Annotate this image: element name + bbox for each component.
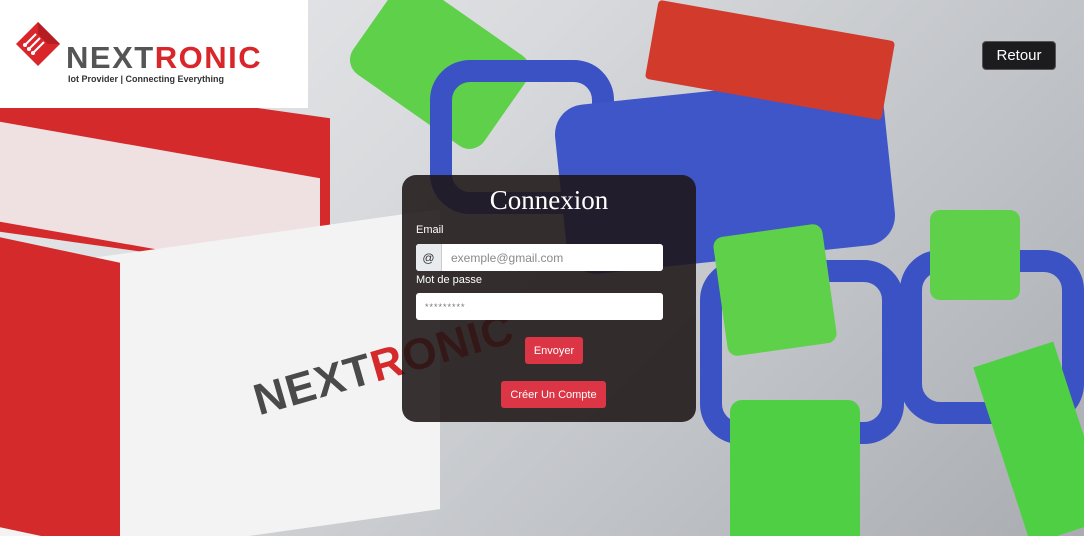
logo-tagline: Iot Provider | Connecting Everything (68, 74, 225, 84)
email-placeholder: exemple@gmail.com (451, 250, 564, 265)
at-sign-icon: @ (416, 244, 442, 271)
brand-logo[interactable]: NEXTRONIC Iot Provider | Connecting Ever… (0, 0, 308, 108)
email-label: Email (416, 224, 444, 236)
product-box-side (0, 237, 120, 536)
logo-chip-icon (16, 22, 60, 66)
login-title: Connexion (489, 185, 609, 215)
email-field[interactable]: @ exemple@gmail.com (416, 244, 663, 271)
robot-servo (712, 222, 838, 358)
password-label: Mot de passe (416, 274, 483, 286)
submit-button[interactable]: Envoyer (525, 337, 583, 364)
robot-servo (930, 210, 1020, 300)
login-panel: Connexion Email @ exemple@gmail.com Mot … (402, 175, 696, 422)
create-account-button[interactable]: Créer Un Compte (501, 381, 606, 408)
logo-wordmark: NEXTRONIC (66, 40, 263, 75)
robot-foot (730, 400, 860, 536)
password-value: ********* (425, 301, 466, 312)
back-button[interactable]: Retour (982, 41, 1056, 70)
password-field[interactable]: ********* (416, 293, 663, 320)
